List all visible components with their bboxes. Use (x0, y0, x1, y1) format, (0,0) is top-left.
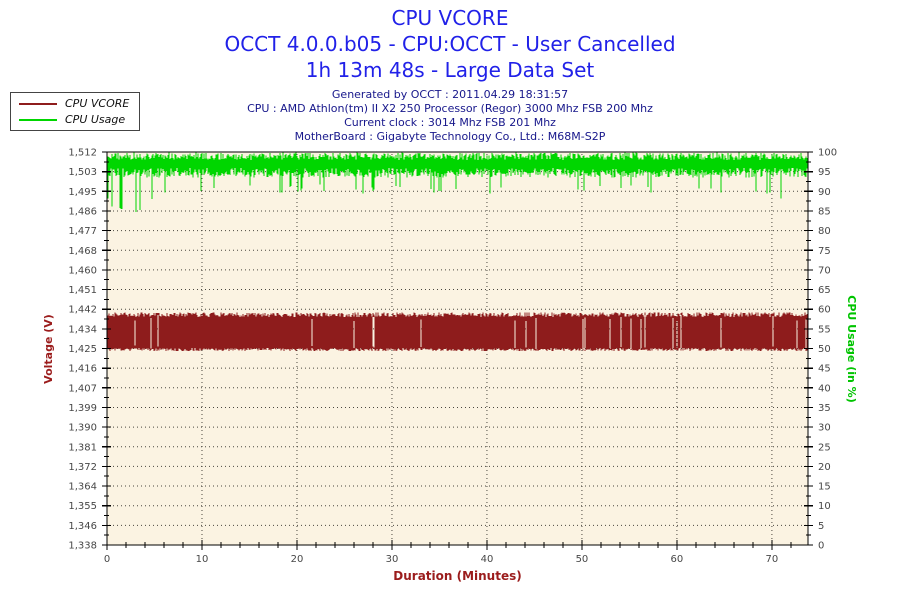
x-tick-label: 60 (671, 554, 684, 565)
y-left-tick-label: 1,372 (68, 462, 97, 473)
y-right-tick-label: 85 (818, 206, 831, 217)
y-right-tick-label: 60 (818, 305, 831, 316)
motherboard-info: MotherBoard : Gigabyte Technology Co., L… (294, 130, 606, 143)
y-right-tick-label: 40 (818, 383, 831, 394)
y-right-tick-label: 95 (818, 167, 831, 178)
y-right-tick-label: 45 (818, 364, 831, 375)
y-left-tick-label: 1,399 (68, 403, 97, 414)
legend-label-cpu-vcore: CPU VCORE (65, 97, 130, 110)
y-right-tick-label: 25 (818, 442, 831, 453)
y-left-tick-label: 1,486 (68, 206, 97, 217)
y-left-tick-label: 1,390 (68, 423, 97, 434)
y-right-tick-label: 55 (818, 324, 831, 335)
x-tick-label: 50 (576, 554, 589, 565)
legend-item-cpu-vcore: CPU VCORE (19, 97, 129, 110)
y-right-tick-label: 10 (818, 501, 831, 512)
y-right-tick-label: 5 (818, 521, 824, 532)
y-left-tick-label: 1,416 (68, 364, 97, 375)
x-tick-label: 70 (766, 554, 779, 565)
chart-subtitle-version: OCCT 4.0.0.b05 - CPU:OCCT - User Cancell… (224, 32, 676, 56)
y-left-tick-label: 1,364 (68, 482, 97, 493)
y-right-tick-label: 75 (818, 246, 831, 257)
y-left-tick-label: 1,434 (68, 324, 97, 335)
y-right-tick-label: 20 (818, 462, 831, 473)
y-left-tick-label: 1,460 (68, 265, 97, 276)
y-left-tick-label: 1,355 (68, 501, 97, 512)
y-left-tick-label: 1,346 (68, 521, 97, 532)
legend-item-cpu-usage: CPU Usage (19, 113, 129, 126)
y-left-axis-title: Voltage (V) (42, 314, 55, 384)
y-left-tick-label: 1,425 (68, 344, 97, 355)
current-clock-info: Current clock : 3014 Mhz FSB 201 Mhz (344, 116, 556, 129)
chart-subtitle-duration: 1h 13m 48s - Large Data Set (305, 58, 595, 82)
generated-timestamp: Generated by OCCT : 2011.04.29 18:31:57 (331, 88, 569, 101)
y-right-tick-label: 100 (818, 148, 837, 159)
y-right-tick-label: 35 (818, 403, 831, 414)
x-tick-label: 20 (291, 554, 304, 565)
y-left-tick-label: 1,442 (68, 305, 97, 316)
y-right-tick-label: 0 (818, 541, 824, 552)
x-tick-label: 10 (196, 554, 209, 565)
report-header: CPU VCORE OCCT 4.0.0.b05 - CPU:OCCT - Us… (0, 5, 900, 83)
y-right-tick-label: 80 (818, 226, 831, 237)
y-left-tick-label: 1,477 (68, 226, 97, 237)
x-axis-title: Duration (Minutes) (393, 569, 521, 583)
y-left-tick-label: 1,495 (68, 187, 97, 198)
series-cpu-usage (107, 152, 808, 213)
cpu-info: CPU : AMD Athlon(tm) II X2 250 Processor… (247, 102, 653, 115)
y-right-axis-title: CPU Usage (in %) (845, 295, 858, 402)
y-right-tick-label: 70 (818, 265, 831, 276)
y-right-tick-label: 30 (818, 423, 831, 434)
y-left-tick-label: 1,338 (68, 541, 97, 552)
system-info: Generated by OCCT : 2011.04.29 18:31:57 … (0, 88, 900, 144)
chart-title: CPU VCORE (391, 6, 509, 30)
y-left-tick-label: 1,407 (68, 383, 97, 394)
x-tick-label: 0 (104, 554, 110, 565)
y-left-tick-label: 1,512 (68, 148, 97, 159)
x-tick-label: 30 (386, 554, 399, 565)
y-left-tick-label: 1,468 (68, 246, 97, 257)
x-tick-label: 40 (481, 554, 494, 565)
vcore-line-swatch (19, 102, 57, 105)
y-right-tick-label: 15 (818, 482, 831, 493)
legend-label-cpu-usage: CPU Usage (65, 113, 126, 126)
y-left-tick-label: 1,451 (68, 285, 97, 296)
y-right-tick-label: 90 (818, 187, 831, 198)
legend: CPU VCORE CPU Usage (10, 92, 141, 131)
y-right-tick-label: 65 (818, 285, 831, 296)
y-left-tick-label: 1,503 (68, 167, 97, 178)
y-right-tick-label: 50 (818, 344, 831, 355)
usage-line-swatch (19, 118, 57, 121)
y-left-tick-label: 1,381 (68, 442, 97, 453)
series-cpu-vcore (107, 312, 808, 352)
